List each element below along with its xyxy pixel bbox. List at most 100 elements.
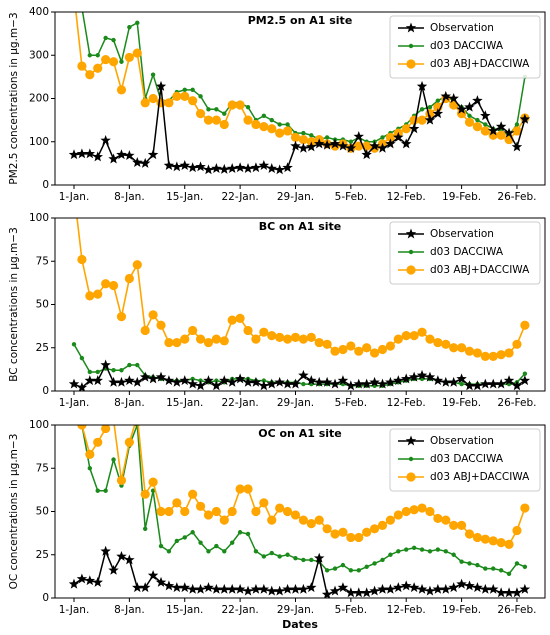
marker-dot [475, 562, 480, 568]
marker-dot [514, 561, 520, 566]
marker-star [124, 375, 135, 386]
marker-circle [393, 334, 403, 344]
marker-circle [464, 117, 475, 127]
marker-star [385, 583, 396, 594]
marker-star [369, 585, 380, 596]
marker-star [345, 380, 357, 391]
marker-circle [282, 334, 293, 344]
plot-area [68, 12, 531, 175]
marker-circle [267, 124, 277, 134]
legend-box [389, 221, 541, 285]
marker-star [282, 583, 293, 594]
marker-circle [393, 510, 403, 520]
marker-star [369, 140, 380, 151]
marker-circle [456, 343, 467, 353]
marker-star [76, 148, 88, 159]
marker-dot [467, 113, 472, 119]
marker-star [345, 587, 357, 598]
marker-circle [164, 506, 174, 517]
x-tick-label: 5-Feb. [335, 604, 367, 616]
marker-dot [142, 526, 148, 531]
legend-label: d03 DACCIWA [430, 246, 504, 258]
marker-dot [150, 72, 156, 77]
y-tick-label: 75 [36, 462, 49, 474]
marker-circle [101, 54, 111, 65]
legend-label: d03 ABJ+DACCIWA [430, 471, 530, 483]
marker-circle [164, 98, 174, 108]
marker-circle [496, 538, 506, 548]
marker-star [171, 161, 183, 172]
marker-star [139, 157, 151, 168]
marker-circle [346, 532, 356, 543]
x-tick-label: 22-Jan. [221, 191, 258, 203]
marker-star [234, 583, 246, 594]
marker-dot [301, 557, 306, 563]
marker-dot [127, 24, 132, 30]
marker-circle [93, 437, 103, 447]
marker-star [258, 583, 270, 594]
marker-star [306, 582, 317, 593]
marker-star [203, 375, 214, 386]
marker-circle [504, 539, 514, 549]
marker-circle [377, 520, 388, 530]
marker-dot [174, 538, 180, 544]
marker-star [250, 376, 262, 387]
marker-circle [140, 325, 150, 336]
marker-dot [269, 117, 274, 123]
marker-dot [301, 381, 306, 387]
marker-dot [222, 549, 227, 554]
marker-circle [85, 70, 95, 80]
marker-circle [124, 52, 134, 63]
marker-circle [338, 344, 348, 355]
marker-star [147, 149, 159, 160]
marker-star [519, 113, 531, 124]
marker-star [155, 371, 167, 382]
marker-star [416, 583, 428, 594]
marker-star [124, 554, 135, 565]
marker-circle [156, 320, 166, 330]
series-line [81, 425, 526, 546]
x-axis-label: Dates [282, 618, 318, 631]
marker-circle [441, 515, 451, 525]
marker-circle [259, 498, 269, 508]
marker-dot [459, 381, 464, 387]
x-tick-label: 5-Feb. [335, 397, 367, 409]
marker-circle [116, 475, 127, 485]
marker-circle [172, 498, 182, 508]
marker-star [234, 373, 246, 384]
marker-circle [93, 63, 103, 73]
marker-circle [496, 350, 506, 360]
marker-dot [237, 530, 243, 535]
marker-star [393, 131, 404, 142]
marker-star [68, 578, 80, 589]
y-tick-label: 200 [29, 93, 49, 105]
marker-star [400, 138, 412, 149]
y-tick-label: 25 [36, 342, 49, 354]
marker-dot [135, 362, 140, 368]
marker-star [306, 375, 317, 386]
y-tick-label: 25 [36, 549, 49, 561]
marker-dot [309, 133, 314, 138]
marker-circle [449, 520, 459, 530]
marker-star [139, 582, 151, 593]
marker-star [163, 375, 175, 386]
marker-star [408, 582, 420, 593]
marker-star [250, 162, 262, 173]
marker-star [503, 375, 515, 386]
marker-dot [182, 87, 187, 93]
marker-star [187, 583, 198, 594]
marker-star [313, 376, 325, 387]
y-tick-label: 50 [36, 506, 49, 518]
marker-star [211, 380, 222, 391]
marker-star [385, 376, 396, 387]
marker-dot [230, 540, 235, 545]
x-tick-label: 8-Jan. [114, 604, 145, 616]
plot-area [68, 425, 531, 598]
marker-dot [261, 554, 267, 559]
marker-circle [93, 289, 103, 299]
marker-star [132, 582, 143, 593]
marker-star [187, 162, 198, 173]
y-axis-label: BC concentrations in µg.m−3 [8, 227, 20, 382]
marker-circle [101, 279, 111, 289]
